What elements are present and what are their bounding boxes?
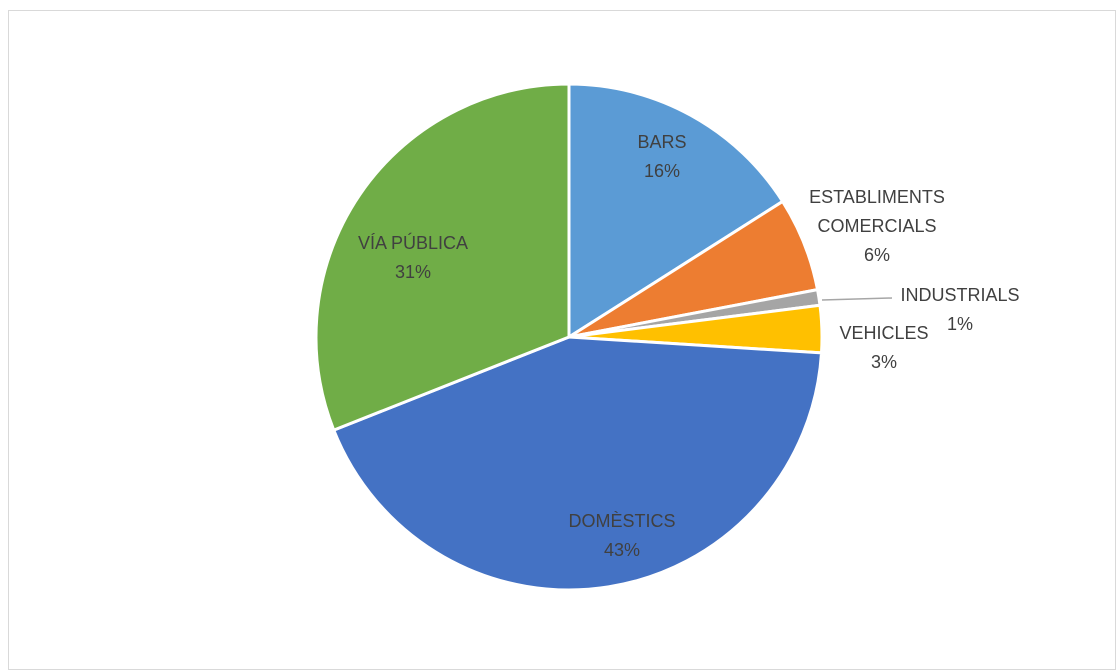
label-via-publica-percent: 31%	[395, 262, 431, 282]
label-industrials-percent: 1%	[947, 314, 973, 334]
label-domestics-name: DOMÈSTICS	[568, 511, 675, 531]
industrials-leader-line	[821, 297, 893, 301]
label-industrials-name: INDUSTRIALS	[900, 285, 1019, 305]
label-establiments-percent: 6%	[864, 245, 890, 265]
label-establiments-name-line1: ESTABLIMENTS	[809, 187, 945, 207]
pie-slice-bars	[567, 82, 785, 339]
pie-slices	[314, 82, 824, 592]
label-vehicles-percent: 3%	[871, 352, 897, 372]
data-labels: BARS 16% ESTABLIMENTS COMERCIALS 6% INDU…	[358, 132, 1020, 560]
label-domestics-percent: 43%	[604, 540, 640, 560]
pie-slice-via-publica	[314, 82, 571, 432]
label-bars-name: BARS	[637, 132, 686, 152]
pie-chart: BARS 16% ESTABLIMENTS COMERCIALS 6% INDU…	[314, 82, 1020, 592]
label-establiments-name-line2: COMERCIALS	[817, 216, 936, 236]
label-via-publica-name: VÍA PÚBLICA	[358, 232, 468, 253]
pie-slice-domestics	[332, 335, 824, 592]
label-bars-percent: 16%	[644, 161, 680, 181]
label-vehicles-name: VEHICLES	[839, 323, 928, 343]
